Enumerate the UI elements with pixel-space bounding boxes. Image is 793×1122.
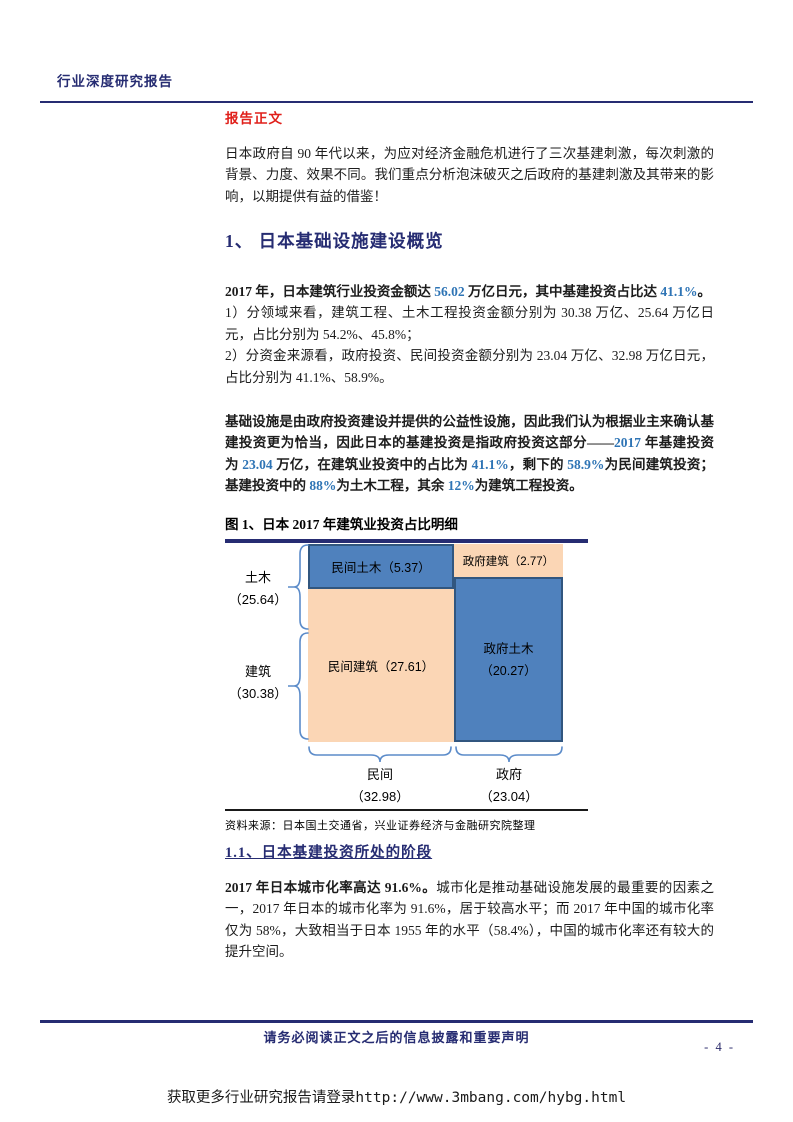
overview-paragraph: 2017 年，日本建筑行业投资金额达 56.02 万亿日元，其中基建投资占比达 … [225,281,714,388]
block-gov-civil-label: 政府土木 （20.27） [480,638,536,682]
header-divider [40,101,753,103]
footer-divider [40,1020,753,1023]
block-private-building: 民间建筑（27.61） [308,589,454,742]
block-gov-building: 政府建筑（2.77） [454,544,563,577]
axis-label-gov: 政府 （23.04） [455,764,563,808]
block-gov-civil-name: 政府土木 [483,641,534,656]
figure-bottom-rule [225,809,588,811]
brace-civil-row [288,544,309,630]
report-type-header: 行业深度研究报告 [57,74,173,89]
axis-label-private: 民间 （32.98） [308,764,452,808]
axis-civil-name: 土木 [244,570,271,585]
footer-disclaimer: 请务必阅读正文之后的信息披露和重要声明 [263,1030,530,1045]
overview-item-1: 1）分领域来看，建筑工程、土木工程投资金额分别为 30.38 万亿、25.64 … [225,305,714,342]
brace-private-col [308,746,452,763]
page-number: - 4 - [704,1040,735,1054]
axis-gov-value: （23.04） [479,789,539,804]
block-private-civil: 民间土木（5.37） [308,544,454,589]
brace-gov-col [455,746,563,763]
section-1-heading: 1、 日本基础设施建设概览 [225,231,444,251]
figure-source: 资料来源：日本国土交通省，兴业证券经济与金融研究院整理 [225,819,536,832]
block-gov-civil: 政府土木 （20.27） [454,577,563,742]
mekko-chart: 民间土木（5.37） 民间建筑（27.61） 政府建筑（2.77） 政府土木 （… [225,543,588,809]
axis-private-name: 民间 [366,767,393,782]
block-private-civil-label: 民间土木（5.37） [331,561,431,575]
mekko-plot-area: 民间土木（5.37） 民间建筑（27.61） 政府建筑（2.77） 政府土木 （… [308,544,563,742]
site-watermark: 获取更多行业研究报告请登录http://www.3mbang.com/hybg.… [166,1090,627,1106]
axis-label-building: 建筑 （30.38） [227,661,289,705]
brace-building-row [288,632,309,740]
overview-item-2: 2）分资金来源看，政府投资、民间投资金额分别为 23.04 万亿、32.98 万… [225,348,714,385]
overview-lead-line: 2017 年，日本建筑行业投资金额达 56.02 万亿日元，其中基建投资占比达 … [225,284,711,299]
axis-building-value: （30.38） [228,686,288,701]
block-gov-civil-value: （20.27） [480,663,537,678]
axis-building-name: 建筑 [244,664,271,679]
report-body-label: 报告正文 [225,111,283,126]
axis-label-civil: 土木 （25.64） [227,567,289,611]
section-1-1-heading: 1.1、日本基建投资所处的阶段 [225,845,433,861]
axis-gov-name: 政府 [495,767,522,782]
figure-title-rule [225,539,588,543]
block-gov-building-label: 政府建筑（2.77） [462,555,555,568]
intro-paragraph: 日本政府自 90 年代以来，为应对经济金融危机进行了三次基建刺激，每次刺激的背景… [225,146,714,204]
block-private-building-label: 民间建筑（27.61） [327,660,435,674]
key-finding-paragraph: 基础设施是由政府投资建设并提供的公益性设施，因此我们认为根据业主来确认基建投资更… [225,414,715,494]
axis-civil-value: （25.64） [228,592,288,607]
axis-private-value: （32.98） [350,789,410,804]
figure-1: 图 1、日本 2017 年建筑业投资占比明细 民间土木（5.37） 民间建筑（2… [225,513,588,833]
figure-title: 图 1、日本 2017 年建筑业投资占比明细 [225,517,458,532]
urbanization-paragraph: 2017 年日本城市化率高达 91.6%。城市化是推动基础设施发展的最重要的因素… [225,880,715,960]
